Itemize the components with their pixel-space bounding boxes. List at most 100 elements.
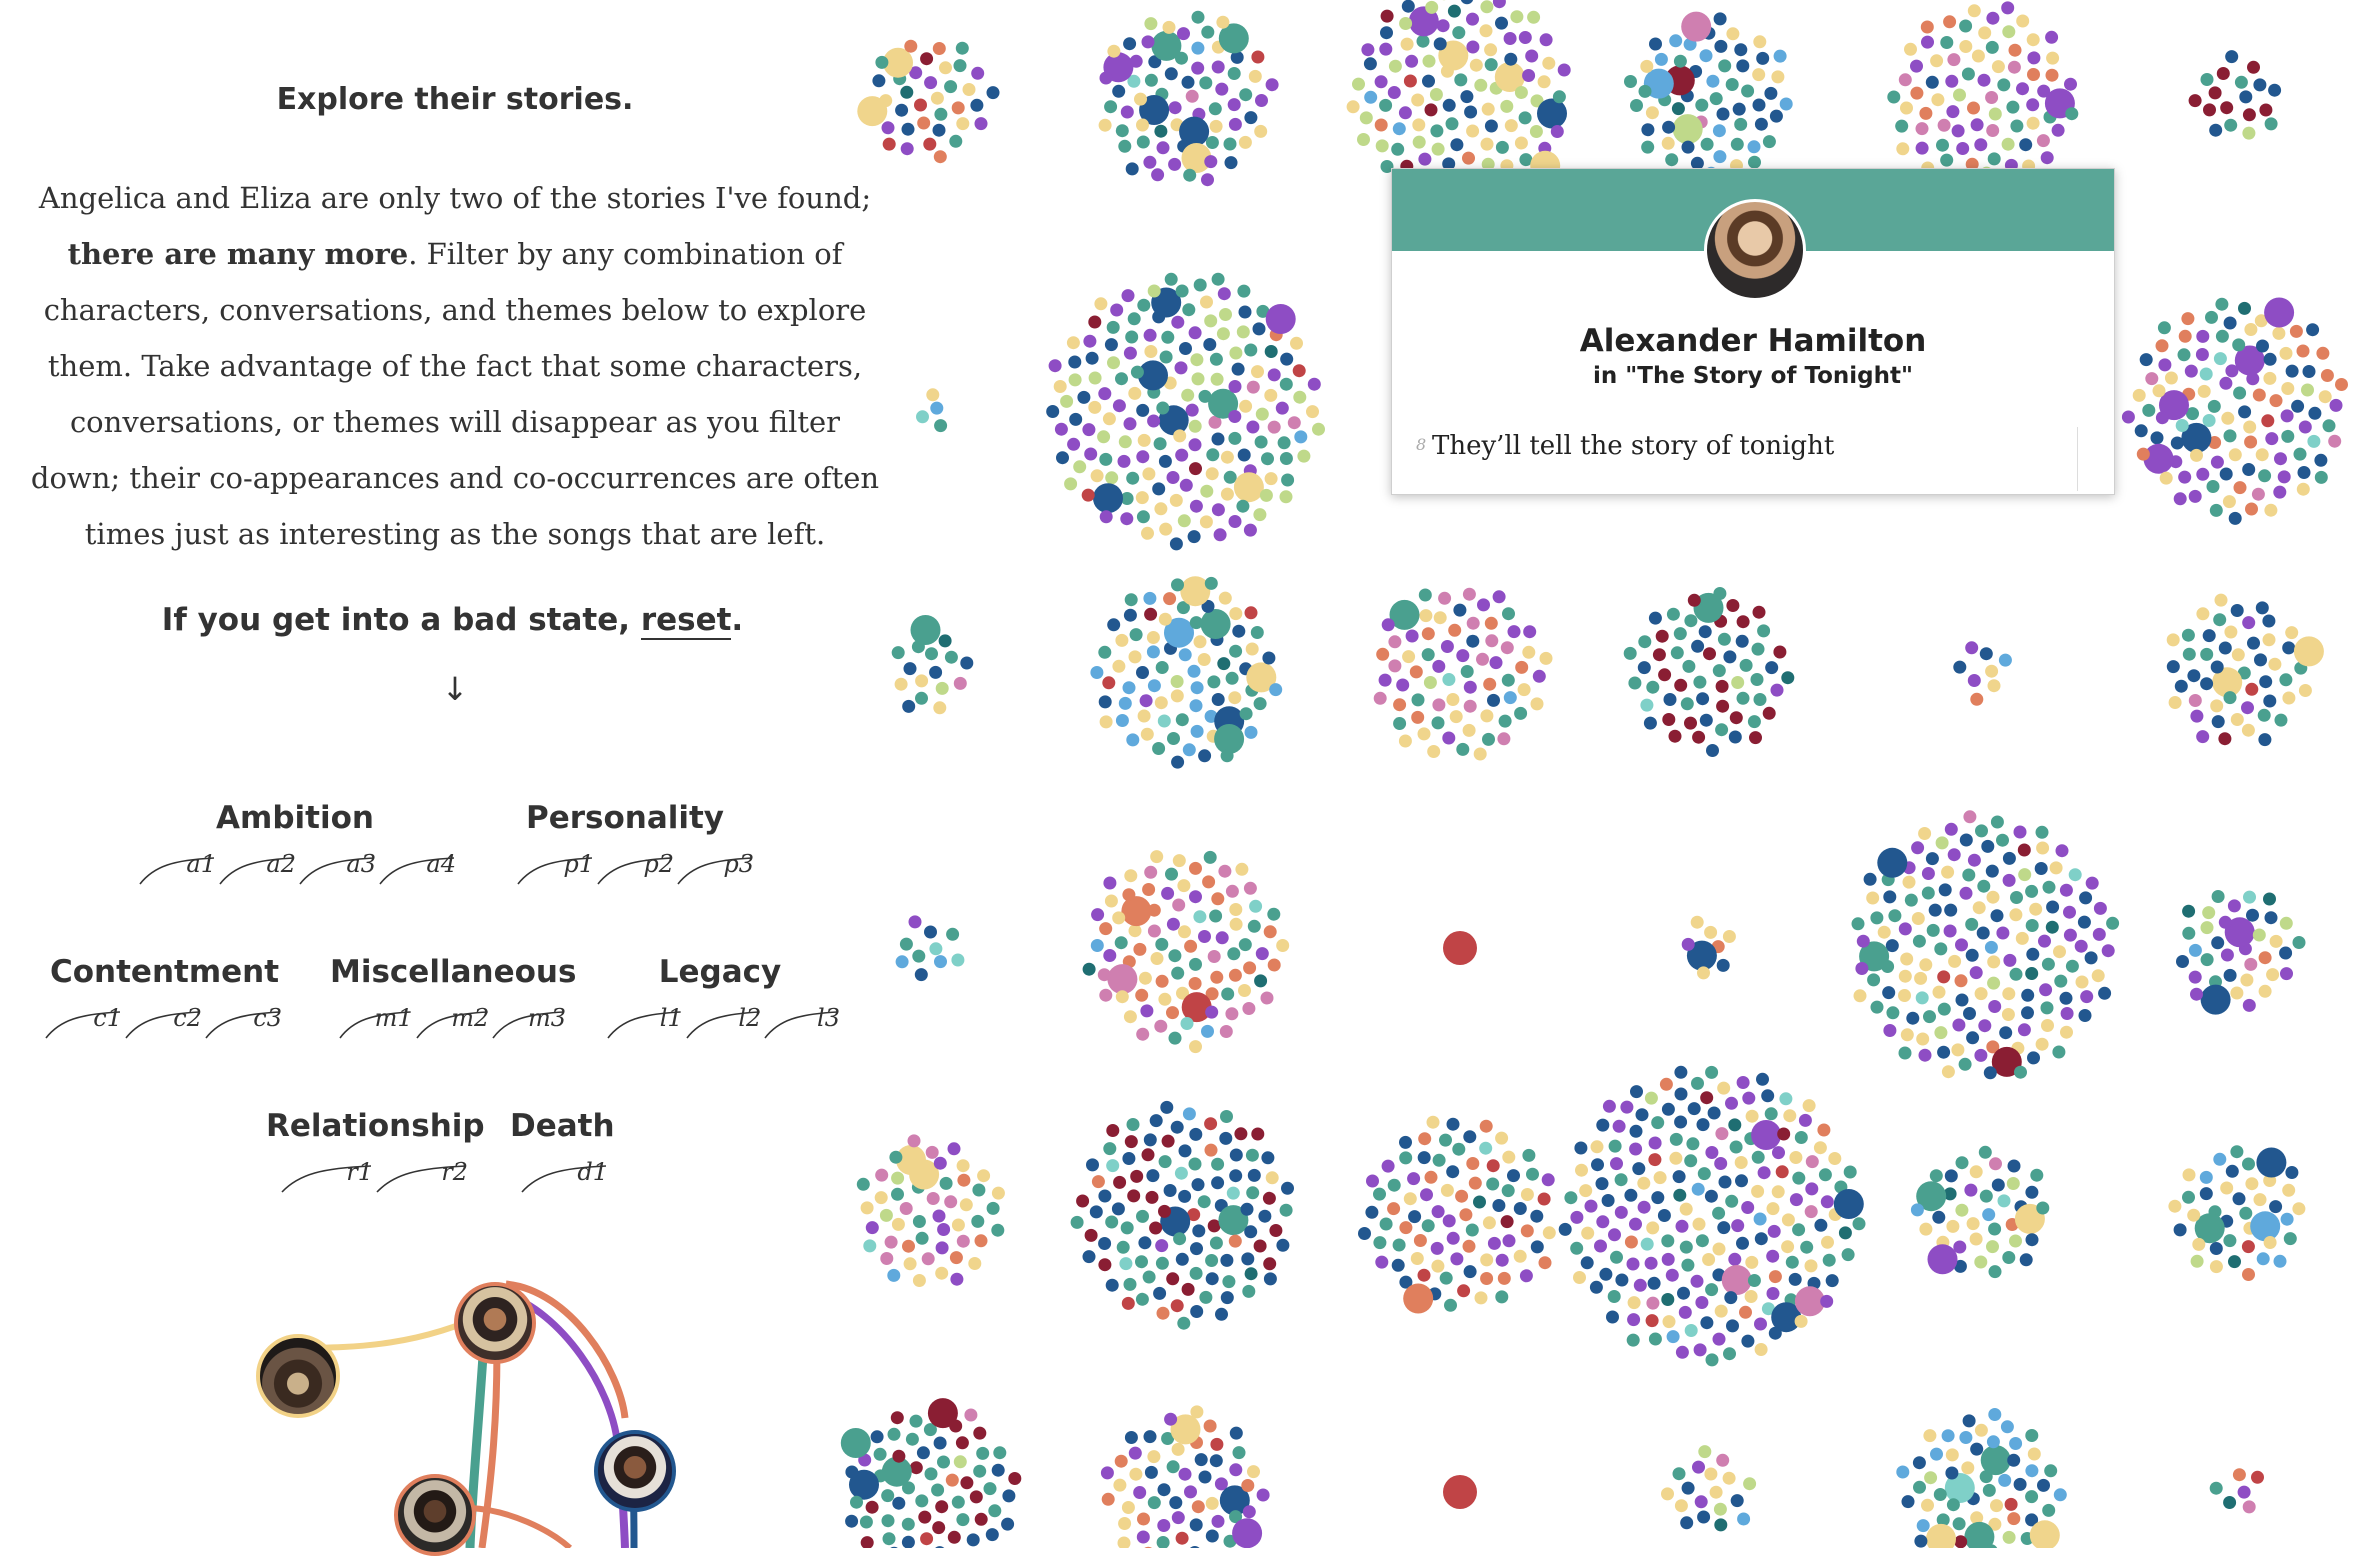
lyric-dot[interactable] bbox=[1229, 118, 1242, 131]
lyric-dot[interactable] bbox=[1228, 98, 1241, 111]
lyric-dot[interactable] bbox=[2211, 661, 2224, 674]
lyric-dot[interactable] bbox=[1417, 35, 1430, 48]
lyric-dot[interactable] bbox=[1215, 1308, 1228, 1321]
lyric-dot[interactable] bbox=[1137, 136, 1150, 149]
lyric-dot[interactable] bbox=[1447, 1118, 1460, 1131]
lyric-dot[interactable] bbox=[1945, 1467, 1958, 1480]
lyric-dot[interactable] bbox=[1480, 1272, 1493, 1285]
lyric-dot[interactable] bbox=[1959, 40, 1972, 53]
lyric-dot[interactable] bbox=[1433, 1154, 1446, 1167]
lyric-dot[interactable] bbox=[2256, 1148, 2286, 1178]
lyric-dot[interactable] bbox=[1926, 852, 1939, 865]
lyric-dot[interactable] bbox=[1135, 989, 1148, 1002]
lyric-dot[interactable] bbox=[1424, 676, 1437, 689]
lyric-dot[interactable] bbox=[1748, 156, 1761, 169]
lyric-dot[interactable] bbox=[2328, 435, 2341, 448]
lyric-dot[interactable] bbox=[1520, 1269, 1533, 1282]
lyric-dot[interactable] bbox=[934, 1157, 947, 1170]
lyric-dot[interactable] bbox=[1393, 1239, 1406, 1252]
lyric-dot[interactable] bbox=[2038, 935, 2051, 948]
lyric-dot[interactable] bbox=[1514, 1202, 1527, 1215]
lyric-dot[interactable] bbox=[1726, 599, 1739, 612]
lyric-dot[interactable] bbox=[1490, 656, 1503, 669]
lyric-dot[interactable] bbox=[1922, 887, 1935, 900]
lyric-dot[interactable] bbox=[1162, 1135, 1175, 1148]
lyric-dot[interactable] bbox=[2041, 151, 2054, 164]
theme-chip-r1[interactable]: r1 bbox=[280, 1156, 375, 1196]
lyric-dot[interactable] bbox=[1131, 366, 1144, 379]
lyric-dot[interactable] bbox=[1116, 990, 1129, 1003]
lyric-dot[interactable] bbox=[2025, 1186, 2038, 1199]
lyric-dot[interactable] bbox=[1594, 1240, 1607, 1253]
lyric-dot[interactable] bbox=[1151, 168, 1164, 181]
lyric-dot[interactable] bbox=[1853, 1217, 1866, 1230]
lyric-dot[interactable] bbox=[1124, 347, 1137, 360]
lyric-dot[interactable] bbox=[1093, 483, 1123, 513]
lyric-dot[interactable] bbox=[1674, 1116, 1687, 1129]
lyric-dot[interactable] bbox=[2242, 1268, 2255, 1281]
lyric-dot[interactable] bbox=[1987, 891, 2000, 904]
lyric-dot[interactable] bbox=[2046, 69, 2059, 82]
lyric-dot[interactable] bbox=[1207, 675, 1220, 688]
lyric-dot[interactable] bbox=[1674, 627, 1687, 640]
lyric-dot[interactable] bbox=[2297, 345, 2310, 358]
lyric-dot[interactable] bbox=[2224, 626, 2237, 639]
lyric-dot[interactable] bbox=[1239, 400, 1252, 413]
lyric-dot[interactable] bbox=[1122, 1297, 1135, 1310]
lyric-dot[interactable] bbox=[1178, 514, 1191, 527]
lyric-dot[interactable] bbox=[1446, 693, 1459, 706]
lyric-dot[interactable] bbox=[1418, 1132, 1431, 1145]
lyric-dot[interactable] bbox=[1280, 490, 1293, 503]
lyric-dot[interactable] bbox=[1705, 1066, 1718, 1079]
lyric-dot[interactable] bbox=[2042, 958, 2055, 971]
lyric-dot[interactable] bbox=[2016, 932, 2029, 945]
lyric-dot[interactable] bbox=[1987, 955, 2000, 968]
lyric-dot[interactable] bbox=[2181, 312, 2194, 325]
lyric-dot[interactable] bbox=[1629, 1218, 1642, 1231]
lyric-dot[interactable] bbox=[944, 80, 957, 93]
lyric-dot[interactable] bbox=[1210, 1454, 1223, 1467]
lyric-dot[interactable] bbox=[1154, 437, 1167, 450]
lyric-dot[interactable] bbox=[2224, 429, 2237, 442]
lyric-dot[interactable] bbox=[1248, 920, 1261, 933]
lyric-dot[interactable] bbox=[1940, 36, 1953, 49]
lyric-dot[interactable] bbox=[2239, 90, 2252, 103]
lyric-dot[interactable] bbox=[1422, 75, 1435, 88]
lyric-dot[interactable] bbox=[951, 954, 964, 967]
lyric-dot[interactable] bbox=[1228, 432, 1241, 445]
lyric-dot[interactable] bbox=[2319, 390, 2332, 403]
character-photo-icon[interactable] bbox=[394, 1474, 476, 1556]
lyric-dot[interactable] bbox=[1129, 924, 1142, 937]
lyric-dot[interactable] bbox=[1638, 1201, 1651, 1214]
lyric-dot[interactable] bbox=[1247, 381, 1260, 394]
lyric-dot[interactable] bbox=[2014, 1066, 2027, 1079]
lyric-dot[interactable] bbox=[1399, 735, 1412, 748]
lyric-dot[interactable] bbox=[1229, 645, 1242, 658]
lyric-dot[interactable] bbox=[1121, 106, 1134, 119]
lyric-dot[interactable] bbox=[1393, 717, 1406, 730]
lyric-dot[interactable] bbox=[2251, 1471, 2264, 1484]
lyric-dot[interactable] bbox=[1476, 653, 1489, 666]
lyric-dot[interactable] bbox=[1218, 287, 1231, 300]
lyric-dot[interactable] bbox=[1442, 673, 1455, 686]
lyric-dot[interactable] bbox=[1706, 1353, 1719, 1366]
lyric-dot[interactable] bbox=[2210, 504, 2223, 517]
lyric-dot[interactable] bbox=[1898, 989, 1911, 1002]
lyric-dot[interactable] bbox=[929, 666, 942, 679]
lyric-dot[interactable] bbox=[1216, 16, 1229, 29]
lyric-dot[interactable] bbox=[1559, 1223, 1572, 1236]
lyric-dot[interactable] bbox=[2052, 1046, 2065, 1059]
lyric-dot[interactable] bbox=[1143, 1271, 1156, 1284]
lyric-dot[interactable] bbox=[1140, 694, 1153, 707]
lyric-dot[interactable] bbox=[2185, 365, 2198, 378]
lyric-dot[interactable] bbox=[1056, 451, 1069, 464]
lyric-dot[interactable] bbox=[889, 1151, 902, 1164]
lyric-dot[interactable] bbox=[1133, 1486, 1146, 1499]
lyric-dot[interactable] bbox=[1735, 1156, 1748, 1169]
lyric-dot[interactable] bbox=[2221, 949, 2234, 962]
lyric-dot[interactable] bbox=[1247, 1465, 1260, 1478]
lyric-dot[interactable] bbox=[1122, 1152, 1135, 1165]
theme-chip-a2[interactable]: a2 bbox=[218, 848, 298, 888]
lyric-dot[interactable] bbox=[1789, 1273, 1802, 1286]
lyric-dot[interactable] bbox=[2270, 394, 2283, 407]
